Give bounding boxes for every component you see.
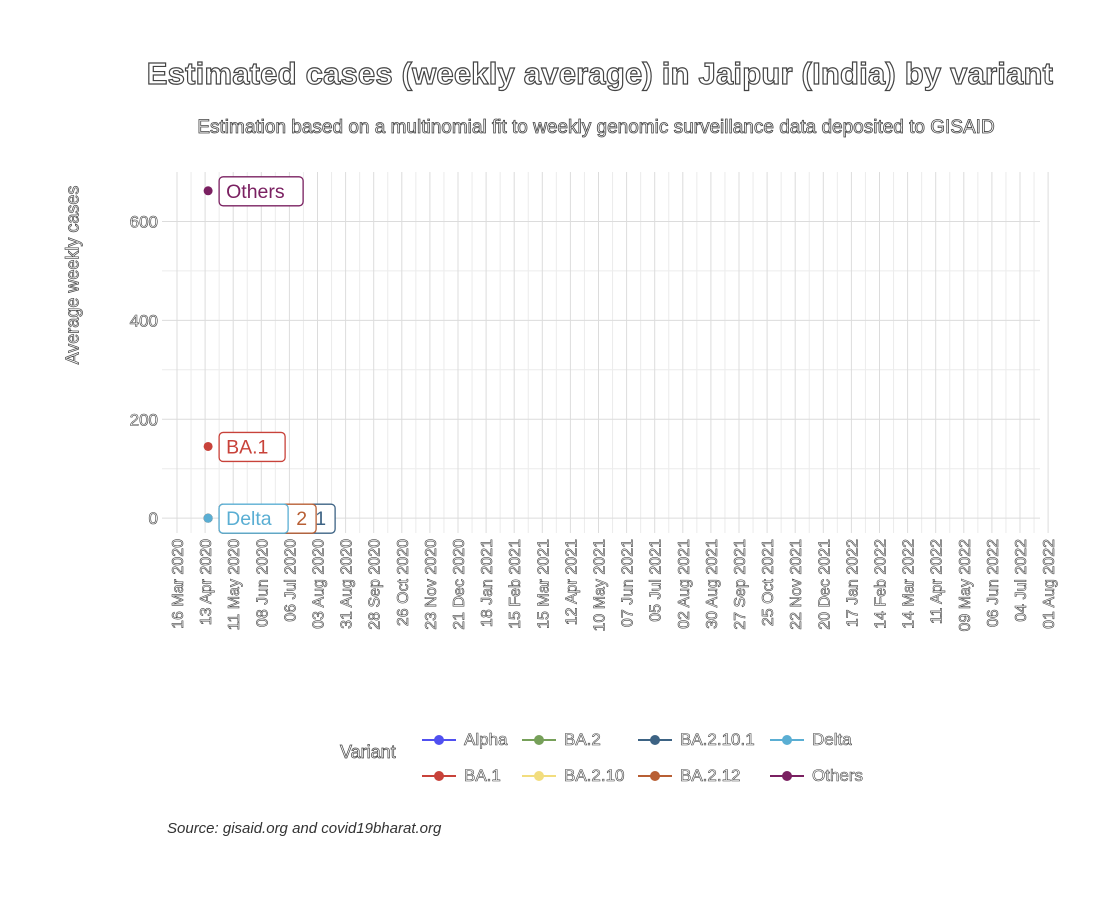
x-tick-label: 07 Jun 2021 <box>620 539 637 627</box>
x-tick-label: 14 Feb 2022 <box>873 539 890 629</box>
legend-label: BA.2 <box>564 730 601 750</box>
series-label-Others: Others <box>226 181 285 203</box>
legend-key <box>770 768 804 784</box>
y-tick-label: 0 <box>149 509 158 528</box>
label-box-Delta <box>218 503 289 534</box>
chart-subtitle: Estimation based on a multinomial fit to… <box>197 117 995 139</box>
label-box-BA.1 <box>218 431 286 463</box>
x-tick-label: 06 Jun 2022 <box>985 539 1002 627</box>
x-tick-label: 21 Dec 2020 <box>451 539 468 630</box>
x-tick-label: 31 Aug 2020 <box>339 539 356 629</box>
x-tick-label: 13 Apr 2020 <box>198 539 215 625</box>
legend-label: BA.1 <box>464 766 501 786</box>
legend-item: BA.2.12 <box>638 758 770 794</box>
series-label-Delta: Delta <box>226 508 272 530</box>
legend-item: BA.2.10.1 <box>638 722 770 758</box>
data-point-Others <box>203 186 213 196</box>
x-tick-label: 25 Oct 2021 <box>760 539 777 626</box>
x-tick-label: 10 May 2021 <box>592 539 609 632</box>
x-tick-label: 02 Aug 2021 <box>676 539 693 629</box>
y-tick-label: 400 <box>130 311 158 330</box>
x-tick-label: 08 Jun 2020 <box>254 539 271 627</box>
y-tick-label: 600 <box>130 212 158 231</box>
series-label-BA.2.10.1: 1 <box>315 508 326 530</box>
x-tick-label: 18 Jan 2021 <box>479 539 496 627</box>
label-box-Others <box>218 176 304 207</box>
x-tick-label: 06 Jul 2020 <box>282 539 299 622</box>
x-tick-label: 20 Dec 2021 <box>816 539 833 630</box>
legend-item: Others <box>770 758 870 794</box>
x-tick-label: 16 Mar 2020 <box>170 539 187 629</box>
legend-item: BA.2 <box>522 722 638 758</box>
x-tick-label: 11 May 2020 <box>226 539 243 630</box>
x-tick-label: 09 May 2022 <box>957 539 974 632</box>
source-caption: Source: gisaid.org and covid19bharat.org <box>167 820 442 837</box>
x-tick-label: 26 Oct 2020 <box>395 539 412 626</box>
x-tick-label: 03 Aug 2020 <box>311 539 328 629</box>
legend-label: BA.2.10 <box>564 766 625 786</box>
legend-label: Alpha <box>464 730 508 750</box>
y-tick-label: 200 <box>130 410 158 429</box>
x-tick-label: 14 Mar 2022 <box>901 539 918 629</box>
data-point-BA.1 <box>203 441 213 451</box>
x-tick-label: 27 Sep 2021 <box>732 539 749 630</box>
x-tick-label: 30 Aug 2021 <box>704 539 721 629</box>
x-tick-label: 22 Nov 2021 <box>788 539 805 630</box>
x-tick-label: 15 Mar 2021 <box>535 539 552 629</box>
chart-plot: 16 Mar 2020 13 Apr 2020 11 May 2020 08 Jun … <box>129 172 1058 632</box>
legend-key <box>522 732 556 748</box>
chart-title: Estimated cases (weekly average) in Jaip… <box>146 55 1054 91</box>
legend-key <box>522 768 556 784</box>
x-tick-label: 17 Jan 2022 <box>844 539 861 627</box>
series-label-BA.1: BA.1 <box>226 436 268 458</box>
x-tick-label: 04 Jul 2022 <box>1013 539 1030 622</box>
legend-item: Delta <box>770 722 870 758</box>
legend-title: Variant <box>340 742 396 763</box>
legend-label: Delta <box>812 730 852 750</box>
legend-item: Alpha <box>422 722 522 758</box>
x-tick-label: 12 Apr 2021 <box>563 539 580 625</box>
x-tick-label: 15 Feb 2021 <box>507 539 524 629</box>
data-point-Delta <box>203 513 213 523</box>
legend-key <box>422 768 456 784</box>
series-label-BA.2.12: 2 <box>296 508 307 530</box>
legend-label: BA.2.10.1 <box>680 730 755 750</box>
x-tick-label: 23 Nov 2020 <box>423 539 440 630</box>
legend-key <box>422 732 456 748</box>
x-tick-label: 11 Apr 2022 <box>929 539 946 624</box>
legend-key <box>770 732 804 748</box>
legend-key <box>638 732 672 748</box>
x-tick-label: 05 Jul 2021 <box>648 539 665 622</box>
legend-item: BA.1 <box>422 758 522 794</box>
legend-label: BA.2.12 <box>680 766 741 786</box>
x-tick-label: 01 Aug 2022 <box>1041 539 1058 629</box>
legend-key <box>638 768 672 784</box>
legend-label: Others <box>812 766 864 786</box>
x-tick-label: 28 Sep 2020 <box>367 539 384 630</box>
legend-items: Alpha BA.1 BA.2 BA.2.10 BA.2.10.1 BA.2.12 Delt… <box>422 722 870 794</box>
legend-item: BA.2.10 <box>522 758 638 794</box>
